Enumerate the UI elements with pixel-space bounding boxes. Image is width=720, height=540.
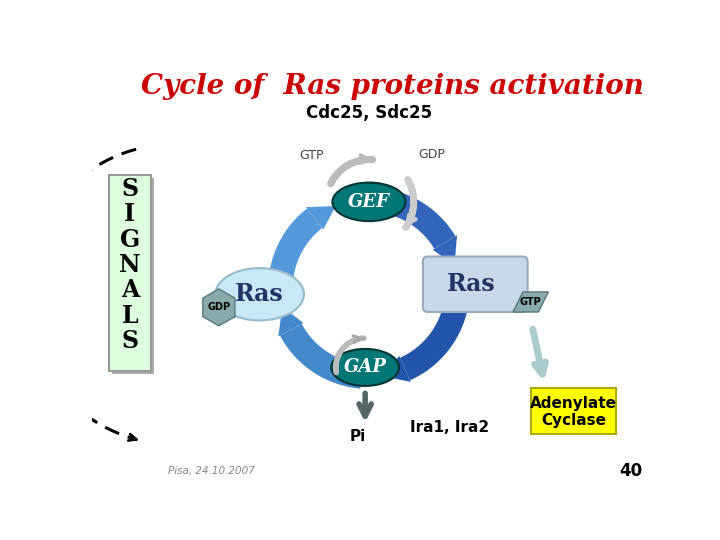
FancyBboxPatch shape [423, 256, 528, 312]
Text: L: L [122, 304, 138, 328]
Text: Ras: Ras [235, 282, 284, 306]
Ellipse shape [331, 349, 399, 386]
Polygon shape [372, 187, 456, 249]
Text: S: S [122, 177, 138, 201]
Text: Cyclase: Cyclase [541, 413, 606, 428]
Text: N: N [119, 253, 140, 277]
Ellipse shape [333, 183, 405, 221]
Polygon shape [280, 324, 362, 389]
FancyBboxPatch shape [112, 178, 154, 374]
Ellipse shape [215, 268, 304, 320]
Text: GEF: GEF [348, 193, 390, 211]
Polygon shape [203, 289, 235, 326]
Text: Ira1, Ira2: Ira1, Ira2 [410, 420, 490, 435]
Text: GAP: GAP [343, 359, 387, 376]
FancyBboxPatch shape [109, 175, 151, 372]
Polygon shape [268, 208, 322, 292]
Text: GDP: GDP [207, 302, 230, 312]
Text: GDP: GDP [419, 147, 446, 160]
Text: Adenylate: Adenylate [531, 396, 617, 411]
Text: S: S [122, 329, 138, 353]
FancyBboxPatch shape [531, 388, 616, 434]
Text: 40: 40 [619, 462, 642, 481]
Text: Ras: Ras [447, 272, 496, 296]
Polygon shape [382, 356, 411, 382]
Polygon shape [513, 292, 549, 312]
Text: G: G [120, 227, 140, 252]
Text: Pi: Pi [349, 429, 366, 444]
Text: A: A [121, 279, 139, 302]
Text: GTP: GTP [520, 297, 541, 307]
Text: Pisa, 24.10.2007: Pisa, 24.10.2007 [168, 467, 255, 476]
Text: GTP: GTP [299, 149, 323, 162]
Polygon shape [433, 235, 457, 265]
Text: Cycle of  Ras proteins activation: Cycle of Ras proteins activation [140, 73, 644, 100]
Polygon shape [279, 307, 303, 336]
Text: Cdc25, Sdc25: Cdc25, Sdc25 [306, 104, 432, 122]
Polygon shape [400, 288, 470, 380]
Text: I: I [125, 202, 135, 226]
Polygon shape [306, 206, 336, 230]
